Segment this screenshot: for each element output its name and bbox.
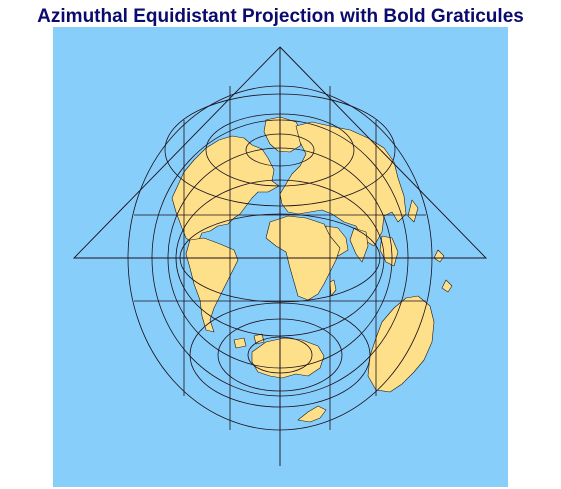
landmasses [171, 116, 453, 423]
southeast-asia [379, 235, 399, 267]
graticule-lines [72, 46, 488, 466]
map-title: Azimuthal Equidistant Projection with Bo… [37, 6, 524, 27]
north-america [171, 135, 280, 245]
south-america [185, 237, 239, 333]
new-zealand [297, 405, 327, 423]
island-arc [433, 249, 445, 263]
japan [407, 199, 419, 223]
australia [367, 295, 435, 393]
island-arc [253, 333, 265, 345]
antarctica [251, 337, 325, 379]
island-arc [233, 337, 247, 349]
map-panel [53, 27, 508, 487]
madagascar [329, 279, 337, 297]
island-arc [441, 279, 453, 293]
india [349, 227, 369, 263]
map-canvas [53, 27, 508, 487]
